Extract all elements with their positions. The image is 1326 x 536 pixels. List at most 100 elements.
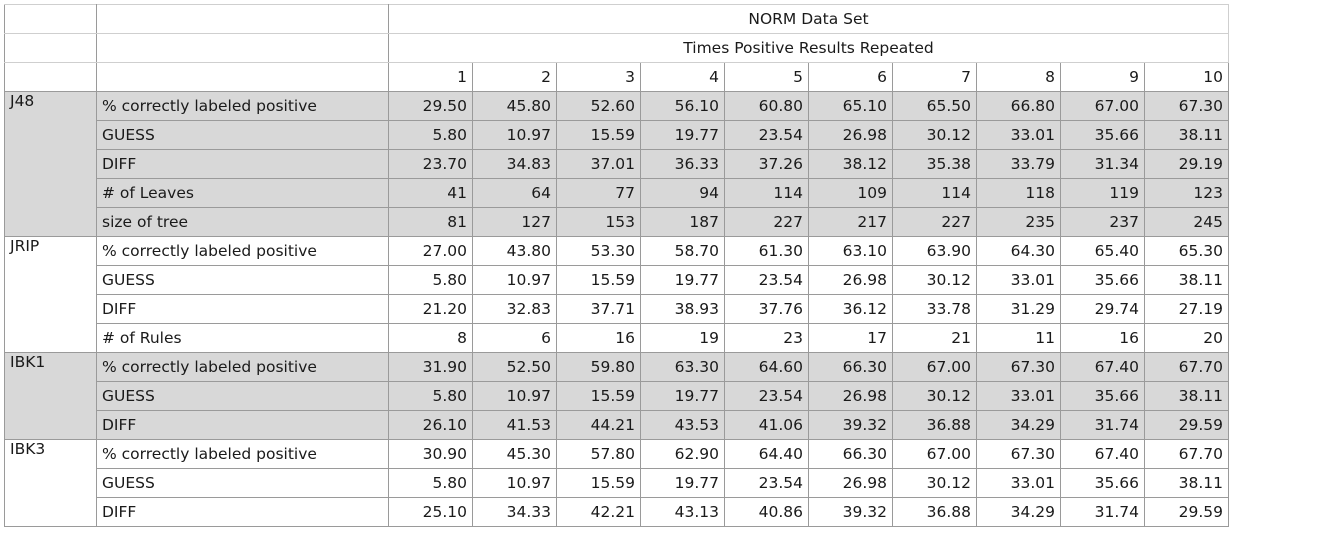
value-cell[interactable]: 235	[976, 207, 1061, 237]
value-cell[interactable]: 33.01	[976, 468, 1061, 498]
group-label[interactable]: IBK3	[4, 439, 97, 527]
value-cell[interactable]: 19.77	[640, 120, 725, 150]
value-cell[interactable]: 10.97	[472, 120, 557, 150]
row-label[interactable]: % correctly labeled positive	[96, 439, 389, 469]
value-cell[interactable]: 52.60	[556, 91, 641, 121]
value-cell[interactable]: 23.54	[724, 468, 809, 498]
value-cell[interactable]: 31.34	[1060, 149, 1145, 179]
value-cell[interactable]: 30.12	[892, 468, 977, 498]
value-cell[interactable]: 5.80	[388, 381, 473, 411]
value-cell[interactable]: 114	[892, 178, 977, 208]
column-header-5[interactable]: 5	[724, 62, 809, 92]
value-cell[interactable]: 64.40	[724, 439, 809, 469]
value-cell[interactable]: 26.10	[388, 410, 473, 440]
value-cell[interactable]: 237	[1060, 207, 1145, 237]
value-cell[interactable]: 66.80	[976, 91, 1061, 121]
value-cell[interactable]: 36.88	[892, 410, 977, 440]
value-cell[interactable]: 31.90	[388, 352, 473, 382]
value-cell[interactable]: 94	[640, 178, 725, 208]
value-cell[interactable]: 20	[1144, 323, 1229, 353]
sheet-subtitle[interactable]: Times Positive Results Repeated	[388, 33, 1229, 63]
value-cell[interactable]: 26.98	[808, 120, 893, 150]
value-cell[interactable]: 63.30	[640, 352, 725, 382]
value-cell[interactable]: 40.86	[724, 497, 809, 527]
value-cell[interactable]: 5.80	[388, 120, 473, 150]
value-cell[interactable]: 65.10	[808, 91, 893, 121]
row-label[interactable]: % correctly labeled positive	[96, 91, 389, 121]
row-label[interactable]: DIFF	[96, 497, 389, 527]
value-cell[interactable]: 39.32	[808, 497, 893, 527]
value-cell[interactable]: 23.54	[724, 381, 809, 411]
value-cell[interactable]: 59.80	[556, 352, 641, 382]
value-cell[interactable]: 38.12	[808, 149, 893, 179]
value-cell[interactable]: 34.29	[976, 410, 1061, 440]
value-cell[interactable]: 27.00	[388, 236, 473, 266]
value-cell[interactable]: 30.12	[892, 381, 977, 411]
value-cell[interactable]: 67.40	[1060, 439, 1145, 469]
value-cell[interactable]: 26.98	[808, 381, 893, 411]
value-cell[interactable]: 37.76	[724, 294, 809, 324]
value-cell[interactable]: 15.59	[556, 120, 641, 150]
column-header-3[interactable]: 3	[556, 62, 641, 92]
value-cell[interactable]: 63.10	[808, 236, 893, 266]
column-header-2[interactable]: 2	[472, 62, 557, 92]
value-cell[interactable]: 36.12	[808, 294, 893, 324]
value-cell[interactable]: 118	[976, 178, 1061, 208]
value-cell[interactable]: 43.80	[472, 236, 557, 266]
value-cell[interactable]: 19.77	[640, 468, 725, 498]
value-cell[interactable]: 41.53	[472, 410, 557, 440]
value-cell[interactable]: 123	[1144, 178, 1229, 208]
value-cell[interactable]: 38.93	[640, 294, 725, 324]
value-cell[interactable]: 30.12	[892, 265, 977, 295]
value-cell[interactable]: 23.54	[724, 120, 809, 150]
value-cell[interactable]: 8	[388, 323, 473, 353]
value-cell[interactable]: 25.10	[388, 497, 473, 527]
value-cell[interactable]: 29.74	[1060, 294, 1145, 324]
value-cell[interactable]: 33.01	[976, 381, 1061, 411]
group-label[interactable]: JRIP	[4, 236, 97, 353]
value-cell[interactable]: 67.00	[1060, 91, 1145, 121]
value-cell[interactable]: 153	[556, 207, 641, 237]
value-cell[interactable]: 19.77	[640, 381, 725, 411]
value-cell[interactable]: 21	[892, 323, 977, 353]
value-cell[interactable]: 21.20	[388, 294, 473, 324]
row-label[interactable]: size of tree	[96, 207, 389, 237]
value-cell[interactable]: 17	[808, 323, 893, 353]
value-cell[interactable]: 38.11	[1144, 120, 1229, 150]
value-cell[interactable]: 15.59	[556, 381, 641, 411]
row-label[interactable]: GUESS	[96, 468, 389, 498]
value-cell[interactable]: 33.01	[976, 265, 1061, 295]
value-cell[interactable]: 37.01	[556, 149, 641, 179]
value-cell[interactable]: 19	[640, 323, 725, 353]
value-cell[interactable]: 5.80	[388, 468, 473, 498]
value-cell[interactable]: 38.11	[1144, 468, 1229, 498]
value-cell[interactable]: 64	[472, 178, 557, 208]
value-cell[interactable]: 10.97	[472, 265, 557, 295]
cell[interactable]	[96, 4, 389, 34]
value-cell[interactable]: 67.30	[976, 352, 1061, 382]
value-cell[interactable]: 23.70	[388, 149, 473, 179]
value-cell[interactable]: 33.79	[976, 149, 1061, 179]
value-cell[interactable]: 31.74	[1060, 410, 1145, 440]
value-cell[interactable]: 127	[472, 207, 557, 237]
value-cell[interactable]: 65.50	[892, 91, 977, 121]
value-cell[interactable]: 31.74	[1060, 497, 1145, 527]
value-cell[interactable]: 114	[724, 178, 809, 208]
value-cell[interactable]: 66.30	[808, 352, 893, 382]
value-cell[interactable]: 31.29	[976, 294, 1061, 324]
column-header-1[interactable]: 1	[388, 62, 473, 92]
value-cell[interactable]: 67.00	[892, 352, 977, 382]
value-cell[interactable]: 35.66	[1060, 468, 1145, 498]
value-cell[interactable]: 45.30	[472, 439, 557, 469]
value-cell[interactable]: 245	[1144, 207, 1229, 237]
value-cell[interactable]: 37.26	[724, 149, 809, 179]
value-cell[interactable]: 29.59	[1144, 410, 1229, 440]
value-cell[interactable]: 15.59	[556, 468, 641, 498]
value-cell[interactable]: 34.83	[472, 149, 557, 179]
value-cell[interactable]: 56.10	[640, 91, 725, 121]
row-label[interactable]: DIFF	[96, 294, 389, 324]
value-cell[interactable]: 66.30	[808, 439, 893, 469]
group-label[interactable]: J48	[4, 91, 97, 237]
column-header-6[interactable]: 6	[808, 62, 893, 92]
value-cell[interactable]: 26.98	[808, 468, 893, 498]
